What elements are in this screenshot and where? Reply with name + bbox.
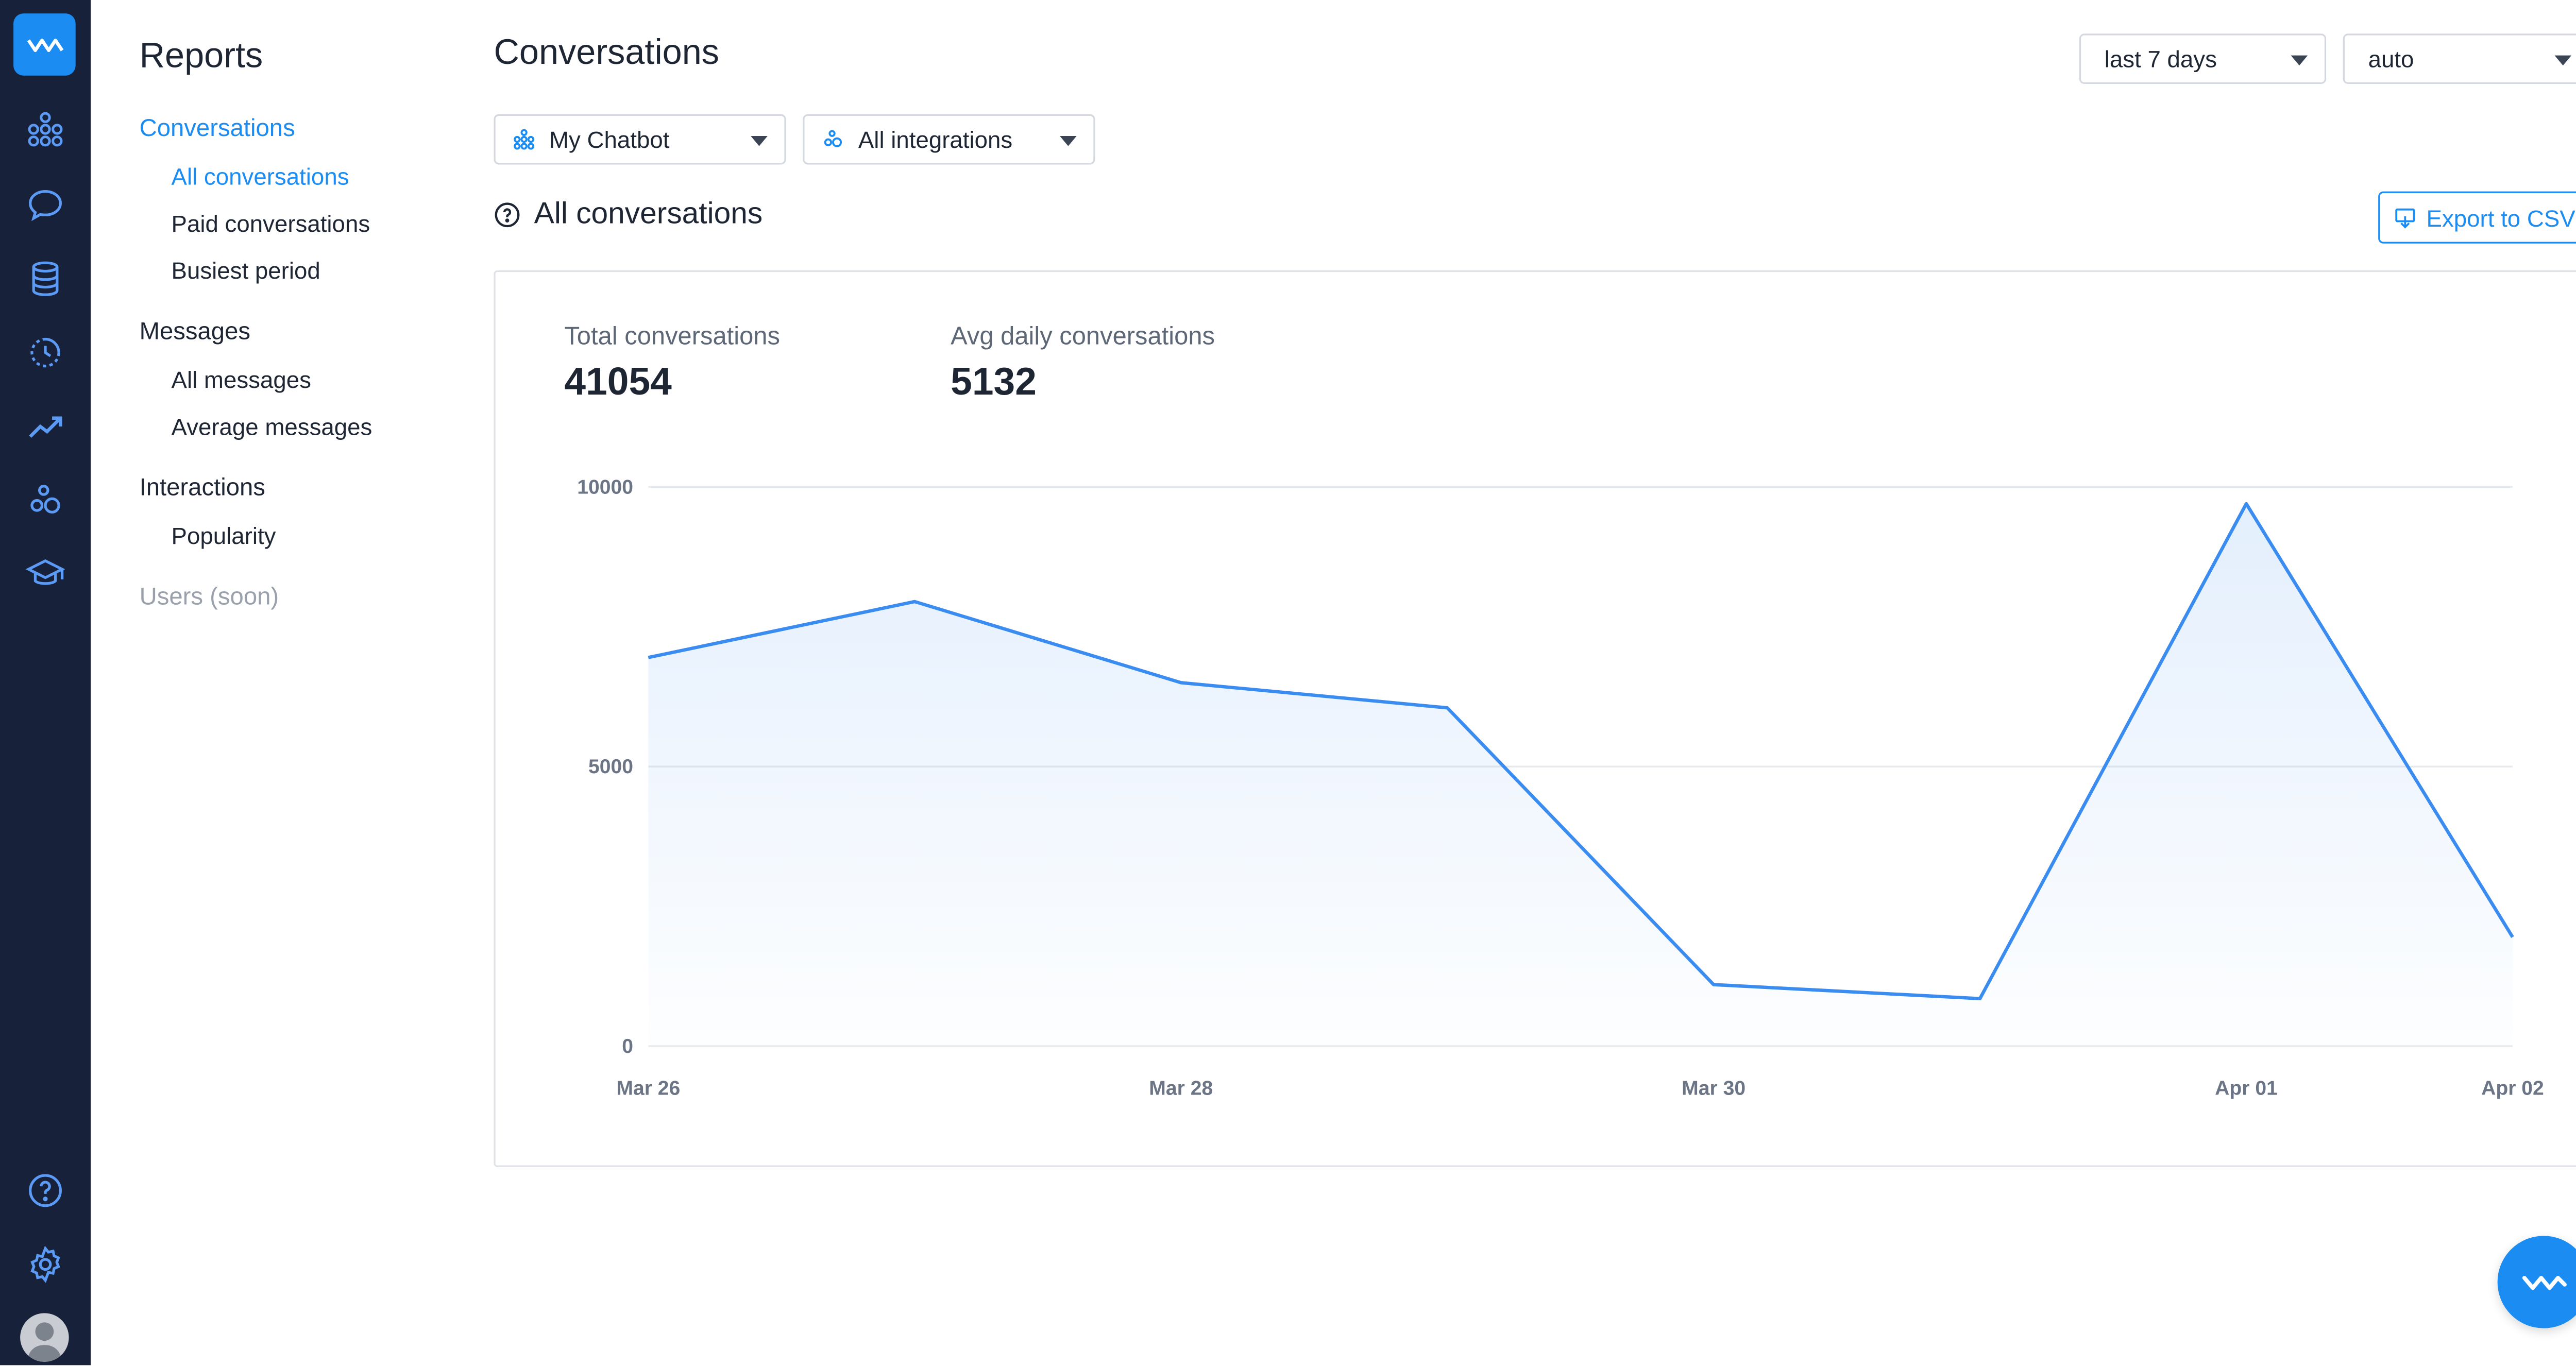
- integrations-icon[interactable]: [22, 477, 69, 524]
- bot-structure-icon: [496, 128, 536, 151]
- data-point[interactable]: [910, 596, 920, 607]
- history-icon[interactable]: [22, 329, 69, 376]
- analytics-trend-icon[interactable]: [22, 403, 69, 450]
- x-tick-label: Apr 01: [2215, 1078, 2278, 1100]
- data-point[interactable]: [1975, 994, 1985, 1004]
- chevron-down-icon: [2554, 55, 2572, 66]
- avg-daily-conversations-value: 5132: [951, 359, 1037, 403]
- chatbot-select[interactable]: My Chatbot: [494, 114, 786, 165]
- total-conversations-label: Total conversations: [564, 322, 780, 351]
- help-icon[interactable]: [22, 1167, 69, 1214]
- interval-select[interactable]: auto: [2343, 33, 2576, 84]
- nav-group-messages[interactable]: Messages: [139, 319, 251, 346]
- y-tick-label: 5000: [588, 756, 633, 778]
- nav-group-users: Users (soon): [139, 584, 279, 611]
- chat-bubble-icon[interactable]: [22, 181, 69, 228]
- data-point[interactable]: [1708, 980, 1719, 990]
- integration-select[interactable]: All integrations: [803, 114, 1095, 165]
- chat-launcher-button[interactable]: [2497, 1236, 2576, 1328]
- period-select[interactable]: last 7 days: [2079, 33, 2327, 84]
- nav-item-average-messages[interactable]: Average messages: [171, 413, 372, 440]
- nav-group-interactions[interactable]: Interactions: [139, 475, 265, 502]
- x-tick-label: Mar 28: [1149, 1078, 1213, 1100]
- academy-cap-icon[interactable]: [22, 551, 69, 597]
- chevron-down-icon: [1060, 136, 1077, 146]
- data-point[interactable]: [2241, 499, 2251, 509]
- x-tick-label: Apr 02: [2481, 1078, 2544, 1100]
- integration-select-value: All integrations: [858, 126, 1013, 153]
- nav-group-conversations[interactable]: Conversations: [139, 115, 295, 143]
- sidebar-title: Reports: [139, 37, 263, 76]
- section-title: All conversations: [534, 196, 763, 230]
- data-point[interactable]: [1176, 678, 1186, 688]
- settings-gear-icon[interactable]: [22, 1241, 69, 1288]
- integrations-icon: [805, 128, 845, 151]
- bot-structure-icon[interactable]: [22, 106, 69, 152]
- data-point[interactable]: [1442, 703, 1452, 713]
- data-point[interactable]: [643, 653, 654, 663]
- series-area: [648, 503, 2513, 1046]
- nav-item-popularity[interactable]: Popularity: [171, 522, 276, 550]
- nav-item-all-messages[interactable]: All messages: [171, 366, 311, 393]
- series-line: [648, 502, 2514, 1000]
- wave-logo-icon: [2521, 1275, 2566, 1289]
- nav-item-busiest-period[interactable]: Busiest period: [171, 257, 320, 284]
- nav-item-all-conversations[interactable]: All conversations: [171, 163, 349, 190]
- icon-rail: [0, 0, 91, 1365]
- reports-sidebar: Reports Conversations All conversations …: [91, 0, 477, 1365]
- nav-item-paid-conversations[interactable]: Paid conversations: [171, 210, 370, 237]
- interval-select-value: auto: [2368, 45, 2414, 73]
- chevron-down-icon: [751, 136, 768, 146]
- y-tick-label: 10000: [577, 476, 633, 498]
- x-tick-label: Mar 30: [1682, 1078, 1745, 1100]
- page-title: Conversations: [494, 33, 720, 73]
- x-tick-label: Mar 26: [616, 1078, 680, 1100]
- period-select-value: last 7 days: [2104, 45, 2217, 73]
- total-conversations-value: 41054: [564, 359, 672, 403]
- download-icon: [2395, 208, 2415, 228]
- avg-daily-conversations-label: Avg daily conversations: [951, 322, 1215, 351]
- export-csv-label: Export to CSV: [2426, 204, 2575, 231]
- export-csv-button[interactable]: Export to CSV: [2378, 191, 2576, 244]
- user-avatar[interactable]: [20, 1313, 69, 1362]
- section-heading: All conversations: [494, 196, 762, 231]
- conversations-area-chart: 0 5000 10000 Mar 26 Mar 28 Mar 30 Apr 01 Apr 02: [577, 476, 2544, 1100]
- chevron-down-icon: [2291, 55, 2308, 66]
- chart-card: Total conversations 41054 Avg daily conv…: [494, 270, 2576, 1167]
- app-logo-icon[interactable]: [13, 13, 76, 76]
- database-icon[interactable]: [22, 255, 69, 302]
- chatbot-select-value: My Chatbot: [549, 126, 670, 153]
- y-tick-label: 0: [622, 1035, 633, 1057]
- help-circle-icon[interactable]: [494, 201, 520, 228]
- data-point[interactable]: [2507, 932, 2518, 943]
